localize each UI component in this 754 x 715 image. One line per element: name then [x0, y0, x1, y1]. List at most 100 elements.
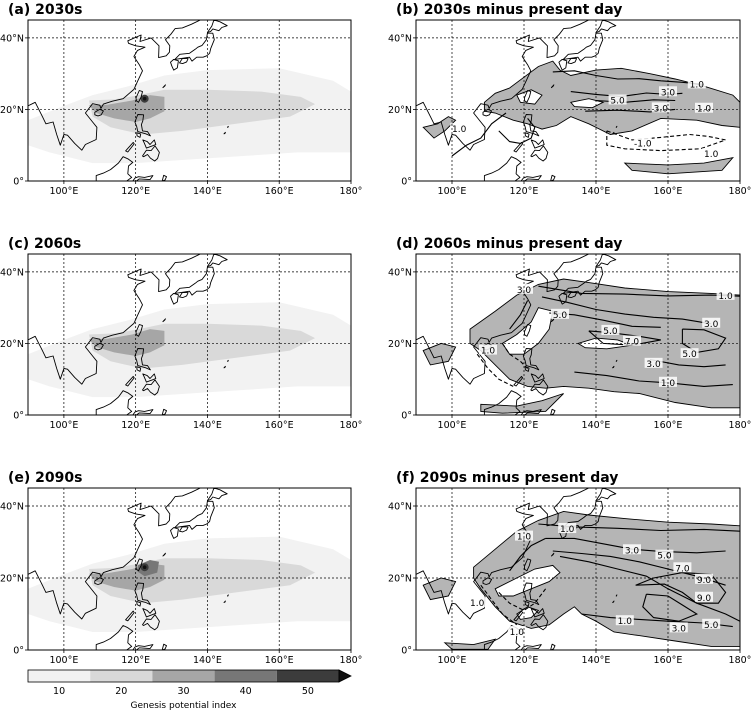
coastline-visayas: [530, 608, 545, 618]
contour-label: 7.0: [625, 338, 640, 348]
negative-change-region: [494, 564, 561, 597]
coastline-okinawa: [550, 318, 555, 323]
coastline-marianas: [227, 125, 229, 128]
coastline-marianas: [615, 125, 618, 128]
coastline-guam: [223, 131, 226, 135]
positive-change-region: [473, 510, 740, 647]
coastline-hainan: [94, 577, 104, 585]
positive-contour: [635, 572, 727, 604]
contour-label: 1.0: [470, 599, 485, 609]
contour-label-bg: [716, 289, 735, 300]
coastline-honshu: [562, 500, 604, 530]
colorbar-tick-label: 30: [177, 686, 189, 697]
negative-change-region: [501, 307, 554, 355]
contour-label-bg: [515, 530, 533, 541]
colorbar-tick-label: 40: [240, 686, 252, 697]
coastline-shikoku: [179, 292, 189, 299]
x-tick-label: 180°: [340, 655, 363, 666]
x-tick-label: 180°: [340, 186, 363, 197]
coastline-taiwan: [135, 558, 143, 572]
positive-contour: [509, 300, 529, 330]
coastline-palawan: [513, 141, 524, 153]
y-tick-label: 0°: [401, 177, 412, 188]
contour-label-bg: [695, 102, 713, 113]
coastline-hokkaido: [595, 20, 617, 33]
coastline-marianas: [227, 594, 229, 597]
coastline-guam: [612, 131, 615, 135]
contour-label-bg: [702, 618, 721, 629]
x-tick-label: 120°E: [121, 186, 150, 197]
coastline-visayas: [142, 608, 157, 618]
x-tick-label: 100°E: [49, 186, 78, 197]
positive-contour: [552, 70, 705, 85]
colorbar-tick-label: 50: [302, 686, 314, 697]
coastline-asia: [416, 20, 590, 151]
positive-change-region: [480, 393, 564, 414]
coastline-okinawa: [550, 84, 555, 89]
colorbar-tick-label: 10: [53, 686, 65, 697]
x-tick-label: 100°E: [49, 655, 78, 666]
y-tick-label: 20°N: [0, 339, 24, 350]
coastline-okinawa: [162, 552, 166, 557]
coastline-halmahera: [161, 408, 167, 415]
y-tick-label: 20°N: [388, 574, 412, 585]
coastline-hainan: [94, 108, 104, 117]
x-tick-label: 100°E: [438, 420, 467, 431]
coastline-hokkaido: [595, 254, 617, 267]
coastline-mindoro: [136, 132, 142, 138]
coastline-hokkaido: [206, 488, 228, 502]
coastline-sulawesi: [132, 409, 154, 415]
contour-label: 3.0: [672, 624, 687, 634]
coastline-halmahera: [161, 643, 167, 650]
panel-c-field: [28, 254, 351, 415]
coastline-okinawa: [162, 84, 166, 89]
contour-label: 1.0: [510, 628, 525, 638]
colorbar-segment: [214, 670, 277, 682]
colorbar-title: Genesis potential index: [130, 701, 237, 711]
contour-label: 1.0: [452, 125, 467, 135]
contour-label: 9.0: [697, 594, 712, 604]
panel-title: (c) 2060s: [8, 236, 81, 252]
colorbar-tick-label: 20: [115, 686, 127, 697]
coastline-guam: [223, 365, 226, 369]
coastline-halmahera: [550, 408, 556, 415]
coastline-mindanao: [142, 145, 160, 162]
panel-e-field: [28, 488, 351, 650]
coastline-borneo: [483, 390, 522, 415]
contour-label-bg: [551, 308, 569, 319]
x-tick-label: 160°E: [654, 420, 683, 431]
coastline-palawan: [513, 610, 524, 622]
coastline-mindoro: [524, 366, 530, 372]
contour-label-bg: [669, 622, 688, 633]
x-tick-label: 140°E: [193, 186, 222, 197]
x-tick-label: 120°E: [121, 420, 150, 431]
panel-f-field: 1.01.03.05.07.09.09.01.03.0 5.01.01.0: [416, 488, 740, 650]
coastline-palawan: [513, 375, 524, 387]
contour-label: 1.0: [618, 617, 633, 627]
coastline-kyushu: [170, 58, 179, 71]
coastline-sulawesi: [132, 644, 154, 650]
positive-contour: [541, 296, 712, 325]
y-tick-label: 40°N: [388, 33, 412, 44]
contour-label-bg: [558, 523, 577, 534]
contour-label-bg: [680, 348, 699, 359]
coastline-marianas: [615, 359, 618, 362]
coastline-asia: [416, 254, 590, 385]
coastline-visayas: [142, 139, 157, 149]
coastline-halmahera: [550, 643, 556, 650]
coastline-shikoku: [567, 58, 578, 65]
contour-label: 3.0: [704, 320, 719, 330]
coastline-mindanao: [530, 379, 549, 396]
coastline-palawan: [125, 141, 135, 153]
coastline-guam: [612, 600, 615, 603]
coastline-asia: [28, 20, 201, 151]
coastline-halmahera: [161, 174, 167, 181]
contour-label-bg: [659, 86, 677, 97]
contour-label-bg: [623, 544, 641, 555]
contour-label-bg: [608, 94, 627, 105]
panel-d-field: 1.03.05.05.07.05.03.01.03.01.0: [416, 254, 740, 415]
coastline-sulawesi: [520, 644, 542, 650]
gpi-shade-c3: [89, 329, 165, 356]
